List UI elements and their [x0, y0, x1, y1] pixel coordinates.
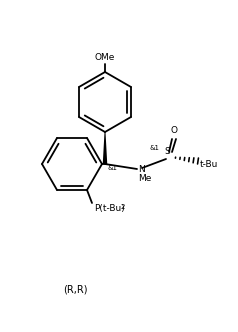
Text: N: N — [138, 164, 145, 174]
Text: P(t-Bu): P(t-Bu) — [94, 204, 125, 213]
Text: O: O — [170, 126, 178, 135]
Text: S: S — [164, 147, 170, 156]
Text: OMe: OMe — [95, 53, 115, 62]
Polygon shape — [103, 132, 107, 164]
Text: t-Bu: t-Bu — [200, 159, 218, 169]
Text: &1: &1 — [150, 145, 160, 151]
Text: 2: 2 — [121, 204, 125, 210]
Text: &1: &1 — [107, 165, 117, 171]
Text: (R,R): (R,R) — [63, 285, 87, 295]
Text: Me: Me — [138, 174, 151, 183]
